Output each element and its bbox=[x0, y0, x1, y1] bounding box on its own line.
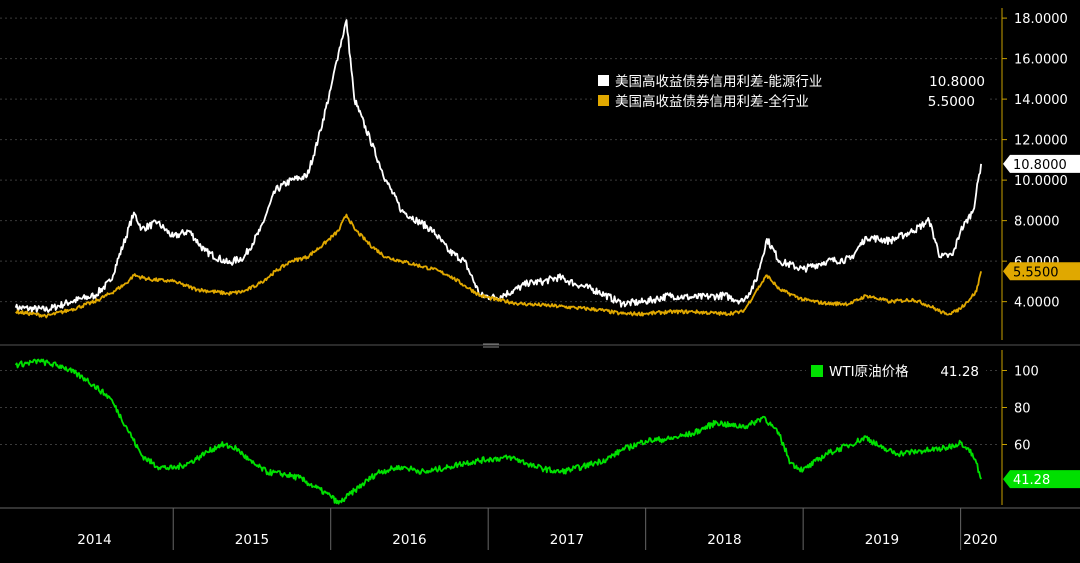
legend-swatch-energy bbox=[598, 75, 609, 86]
legend-swatch-all bbox=[598, 95, 609, 106]
y-tick-label: 80 bbox=[1014, 402, 1031, 417]
x-tick-label: 2015 bbox=[235, 532, 269, 548]
last-value-tag-label: 10.8000 bbox=[1013, 158, 1067, 173]
legend-value-energy: 10.8000 bbox=[929, 74, 985, 90]
legend-swatch-wti bbox=[811, 365, 823, 377]
legend-label-all: 美国高收益债券信用利差-全行业 bbox=[615, 93, 809, 110]
x-axis-labels: 2014 2015 2016 2017 2018 2019 2020 bbox=[77, 532, 997, 548]
x-axis: 2014 2015 2016 2017 2018 2019 2020 bbox=[0, 507, 1080, 563]
y-tick-label: 60 bbox=[1014, 439, 1031, 454]
y-tick-label: 14.0000 bbox=[1014, 93, 1068, 108]
x-tick-label: 2020 bbox=[963, 532, 997, 548]
series-line-0-1 bbox=[15, 213, 982, 319]
lower-last-value-tags: 41.28 bbox=[1003, 470, 1080, 489]
series-line-1-0 bbox=[14, 358, 982, 505]
legend-value-wti: 41.28 bbox=[940, 364, 979, 380]
lower-panel: 60 80 100 41.28 WTI原油价格 41.28 bbox=[0, 350, 1080, 505]
upper-series-group bbox=[14, 19, 982, 319]
x-tick-label: 2016 bbox=[392, 532, 426, 548]
lower-series-group bbox=[14, 358, 982, 505]
x-tick-label: 2014 bbox=[77, 532, 111, 548]
y-tick-label: 12.0000 bbox=[1014, 134, 1068, 149]
upper-y-ticks: 4.00006.00008.000010.000012.000014.00001… bbox=[1002, 12, 1068, 311]
legend-value-all: 5.5000 bbox=[928, 94, 975, 110]
last-value-tag-0-1 bbox=[1003, 262, 1080, 281]
legend-label-wti: WTI原油价格 bbox=[829, 364, 909, 380]
y-tick-label: 100 bbox=[1014, 365, 1039, 380]
x-tick-label: 2017 bbox=[550, 532, 584, 548]
x-axis-background bbox=[0, 508, 1080, 563]
x-tick-label: 2019 bbox=[865, 532, 899, 548]
lower-gridlines bbox=[0, 370, 1000, 445]
last-value-tag-label: 41.28 bbox=[1013, 473, 1050, 488]
upper-legend: 美国高收益债券信用利差-能源行业 10.8000 美国高收益债券信用利差-全行业… bbox=[593, 70, 989, 116]
y-tick-label: 18.0000 bbox=[1014, 12, 1068, 27]
x-axis-year-dividers bbox=[172, 508, 962, 550]
upper-panel: 4.00006.00008.000010.000012.000014.00001… bbox=[0, 8, 1080, 340]
last-value-tag-0-0 bbox=[1003, 154, 1080, 173]
lower-legend-box bbox=[806, 359, 986, 383]
x-tick-label: 2018 bbox=[707, 532, 741, 548]
legend-label-energy: 美国高收益债券信用利差-能源行业 bbox=[615, 73, 822, 90]
y-tick-label: 4.0000 bbox=[1014, 296, 1060, 311]
last-value-tag-label: 5.5500 bbox=[1013, 265, 1059, 280]
upper-last-value-tags: 10.8000 5.5500 bbox=[1003, 154, 1080, 281]
lower-y-ticks: 60 80 100 bbox=[1002, 365, 1039, 454]
upper-legend-box bbox=[593, 70, 989, 116]
y-tick-label: 8.0000 bbox=[1014, 215, 1060, 230]
y-tick-label: 16.0000 bbox=[1014, 53, 1068, 68]
last-value-tag-1-0 bbox=[1003, 470, 1080, 489]
upper-gridlines bbox=[0, 17, 1000, 303]
lower-legend: WTI原油价格 41.28 bbox=[806, 359, 986, 383]
y-tick-label: 10.0000 bbox=[1014, 174, 1068, 189]
